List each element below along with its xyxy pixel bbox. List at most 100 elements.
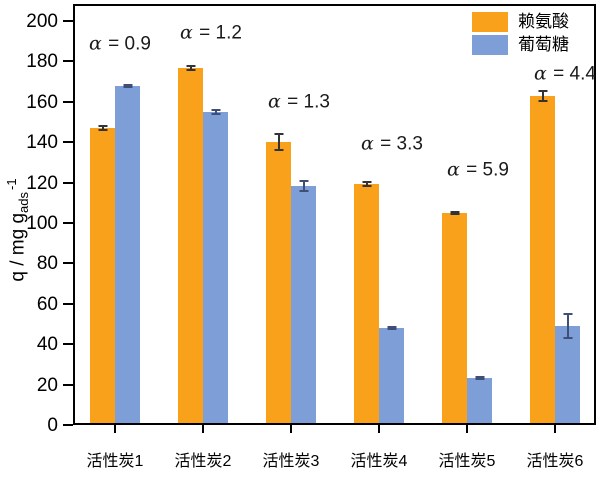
error-bar xyxy=(211,108,221,115)
error-bar-cap-bottom xyxy=(475,377,484,380)
error-bar-line xyxy=(277,133,280,152)
error-bar xyxy=(563,312,573,340)
bar-葡萄糖-活性炭2 xyxy=(203,111,228,425)
bar-葡萄糖-活性炭6 xyxy=(555,326,580,425)
y-tick-label: 200 xyxy=(26,11,58,32)
error-bar-cap-bottom xyxy=(123,85,132,88)
bar-葡萄糖-活性炭5 xyxy=(467,377,492,425)
y-tick-label: 20 xyxy=(36,374,58,396)
error-bar xyxy=(538,89,548,102)
plot-area-frame xyxy=(73,4,596,425)
bar-赖氨酸-活性炭5 xyxy=(442,212,467,425)
y-tick-label: 160 xyxy=(26,91,58,113)
error-bar-cap-top xyxy=(538,89,547,92)
error-bar xyxy=(274,133,284,152)
error-bar-line xyxy=(126,83,129,88)
error-bar-cap-bottom xyxy=(563,337,572,340)
x-axis-tick xyxy=(378,425,380,433)
alpha-symbol: α xyxy=(361,132,374,155)
alpha-annotation-活性炭5: α = 5.9 xyxy=(447,158,509,181)
y-tick-label: 180 xyxy=(26,51,58,73)
error-bar-cap-bottom xyxy=(538,99,547,102)
error-bar-cap-bottom xyxy=(98,129,107,132)
alpha-annotation-活性炭4: α = 3.3 xyxy=(361,132,423,155)
error-bar-cap-top xyxy=(387,326,396,329)
error-bar-cap-bottom xyxy=(450,212,459,215)
x-axis-tick xyxy=(554,425,556,433)
error-bar-cap-top xyxy=(274,133,283,136)
legend: 赖氨酸 葡萄糖 xyxy=(472,10,569,56)
y-axis-tick xyxy=(63,343,73,346)
error-bar xyxy=(98,125,108,132)
legend-label: 葡萄糖 xyxy=(518,35,569,54)
error-bar xyxy=(362,180,372,187)
x-axis-tick xyxy=(466,425,468,433)
error-bar-cap-bottom xyxy=(274,149,283,152)
bar-赖氨酸-活性炭1 xyxy=(90,128,115,425)
error-bar-line xyxy=(541,89,544,102)
x-axis-tick xyxy=(202,425,204,433)
bar-葡萄糖-活性炭4 xyxy=(379,328,404,425)
error-bar-cap-bottom xyxy=(211,112,220,115)
error-bar-cap-top xyxy=(211,108,220,111)
error-bar-cap-bottom xyxy=(362,184,371,187)
y-axis-title-subscript: ads xyxy=(16,191,32,213)
error-bar xyxy=(475,375,485,380)
error-bar xyxy=(186,65,196,72)
error-bar xyxy=(387,326,397,331)
alpha-symbol: α xyxy=(268,90,281,113)
bar-赖氨酸-活性炭4 xyxy=(354,183,379,425)
x-tick-label: 活性炭5 xyxy=(438,453,496,470)
y-tick-label: 140 xyxy=(26,132,58,154)
alpha-symbol: α xyxy=(534,62,547,85)
x-axis-tick xyxy=(290,425,292,433)
alpha-symbol: α xyxy=(89,32,102,55)
error-bar-line xyxy=(566,312,569,340)
alpha-annotation-活性炭6: α = 4.4 xyxy=(534,62,596,85)
error-bar-line xyxy=(390,326,393,331)
error-bar xyxy=(123,83,133,88)
error-bar-line xyxy=(101,125,104,132)
x-tick-label: 活性炭3 xyxy=(262,453,320,470)
error-bar-cap-top xyxy=(450,210,459,213)
error-bar xyxy=(450,210,460,215)
error-bar-cap-top xyxy=(299,179,308,182)
error-bar-cap-top xyxy=(475,375,484,378)
error-bar-line xyxy=(189,65,192,72)
x-tick-label: 活性炭4 xyxy=(350,453,408,470)
bar-葡萄糖-活性炭1 xyxy=(115,85,140,425)
y-axis-tick xyxy=(63,100,73,103)
y-axis-tick xyxy=(63,424,73,426)
legend-label: 赖氨酸 xyxy=(518,12,569,31)
y-tick-label: 0 xyxy=(47,415,58,436)
y-axis-tick xyxy=(63,60,73,63)
alpha-annotation-活性炭1: α = 0.9 xyxy=(89,32,151,55)
x-tick-label: 活性炭6 xyxy=(526,453,584,470)
error-bar-line xyxy=(453,210,456,215)
legend-item-葡萄糖: 葡萄糖 xyxy=(472,33,569,56)
error-bar xyxy=(299,179,309,192)
error-bar-cap-top xyxy=(186,65,195,68)
legend-swatch xyxy=(472,34,508,55)
error-bar-cap-bottom xyxy=(186,69,195,72)
error-bar-line xyxy=(214,108,217,115)
y-tick-label: 120 xyxy=(26,172,58,194)
y-tick-label: 100 xyxy=(26,213,58,234)
bar-赖氨酸-活性炭6 xyxy=(530,95,555,425)
x-tick-label: 活性炭1 xyxy=(86,453,144,470)
y-axis-tick xyxy=(63,222,73,224)
y-tick-label: 40 xyxy=(36,334,58,356)
x-axis-tick xyxy=(114,425,116,433)
error-bar-line xyxy=(365,180,368,187)
y-axis-tick xyxy=(63,181,73,184)
bar-葡萄糖-活性炭3 xyxy=(291,185,316,425)
bar-赖氨酸-活性炭3 xyxy=(266,142,291,425)
error-bar-line xyxy=(478,375,481,380)
error-bar-cap-bottom xyxy=(299,189,308,192)
error-bar-cap-top xyxy=(98,125,107,128)
x-tick-label: 活性炭2 xyxy=(174,453,232,470)
error-bar-line xyxy=(302,179,305,192)
y-axis-tick xyxy=(63,262,73,265)
y-axis-tick xyxy=(63,20,73,22)
